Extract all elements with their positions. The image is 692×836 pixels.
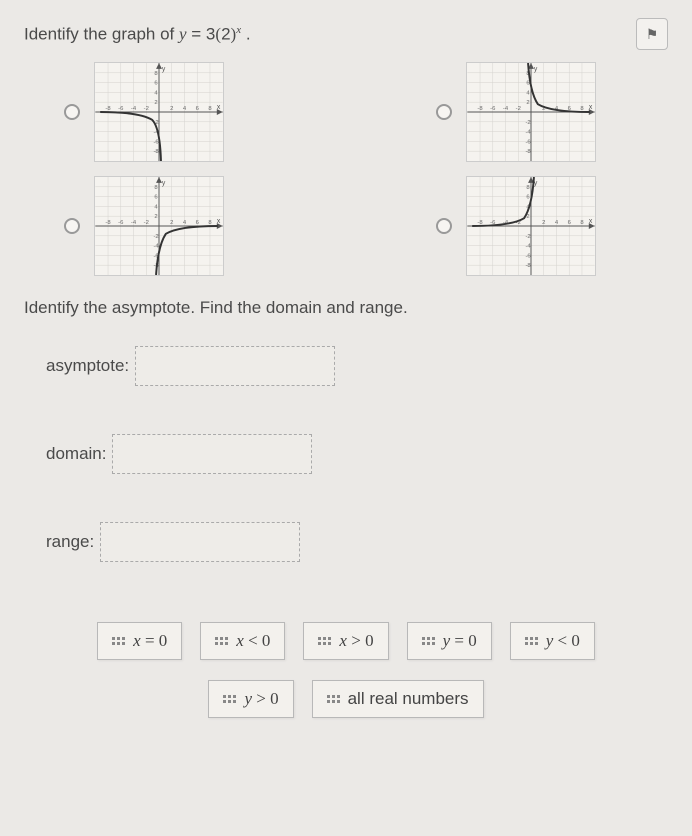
svg-text:-2: -2 (525, 234, 530, 240)
svg-text:-6: -6 (525, 253, 531, 259)
graph-option-b-radio[interactable] (436, 104, 452, 120)
svg-text:-8: -8 (153, 149, 159, 155)
graph-option-d-radio[interactable] (436, 218, 452, 234)
graph-option-d[interactable]: y x -8-6-4-2 2468 8642 -2-4-6-8 (466, 176, 596, 276)
domain-label: domain: (46, 444, 106, 464)
svg-text:2: 2 (170, 220, 173, 226)
tile-y-gt-0[interactable]: y > 0 (208, 680, 293, 718)
tile-y-eq-0[interactable]: y = 0 (407, 622, 492, 660)
svg-text:-8: -8 (525, 149, 531, 155)
svg-text:-8: -8 (105, 220, 111, 226)
svg-text:2: 2 (170, 106, 173, 112)
svg-text:-8: -8 (525, 263, 531, 269)
svg-text:-2: -2 (153, 234, 158, 240)
svg-text:-6: -6 (118, 220, 124, 226)
flag-icon: ⚑ (646, 26, 659, 43)
graph-option-c-radio[interactable] (64, 218, 80, 234)
svg-text:-4: -4 (503, 106, 509, 112)
grip-icon (422, 637, 435, 645)
grip-icon (318, 637, 331, 645)
tile-y-lt-0[interactable]: y < 0 (510, 622, 595, 660)
svg-text:-6: -6 (118, 106, 124, 112)
asymptote-label: asymptote: (46, 356, 129, 376)
svg-text:x: x (217, 218, 221, 225)
grip-icon (112, 637, 125, 645)
svg-text:-4: -4 (525, 244, 531, 250)
svg-text:y: y (162, 66, 166, 73)
grip-icon (223, 695, 236, 703)
svg-text:2: 2 (154, 214, 157, 220)
domain-drop-zone[interactable] (112, 434, 312, 474)
range-drop-zone[interactable] (100, 522, 300, 562)
svg-text:-2: -2 (144, 106, 149, 112)
svg-text:-2: -2 (144, 220, 149, 226)
svg-text:-2: -2 (525, 120, 530, 126)
graph-option-c[interactable]: y x -8-6-4-2 2468 8642 -2-4-6-8 (94, 176, 224, 276)
question-text: Identify the graph of y = 3(2)x . (24, 24, 251, 45)
tile-x-gt-0[interactable]: x > 0 (303, 622, 388, 660)
tile-all-real-numbers[interactable]: all real numbers (312, 680, 484, 718)
svg-text:2: 2 (154, 100, 157, 106)
grip-icon (215, 637, 228, 645)
svg-text:2: 2 (542, 220, 545, 226)
svg-text:-4: -4 (131, 220, 137, 226)
flag-button[interactable]: ⚑ (636, 18, 668, 50)
tile-x-lt-0[interactable]: x < 0 (200, 622, 285, 660)
svg-text:-6: -6 (525, 139, 531, 145)
svg-text:-4: -4 (153, 244, 159, 250)
question-2-text: Identify the asymptote. Find the domain … (24, 298, 668, 318)
answer-tiles-area: x = 0 x < 0 x > 0 y = 0 y < 0 y > 0 all … (24, 610, 668, 718)
svg-text:-6: -6 (490, 106, 496, 112)
tile-x-eq-0[interactable]: x = 0 (97, 622, 182, 660)
graph-option-a-radio[interactable] (64, 104, 80, 120)
graph-option-b[interactable]: y x -8-6-4-2 2468 8642 -2-4-6-8 (466, 62, 596, 162)
asymptote-drop-zone[interactable] (135, 346, 335, 386)
svg-text:y: y (162, 180, 166, 187)
svg-text:-4: -4 (525, 130, 531, 136)
svg-text:-8: -8 (477, 106, 483, 112)
svg-text:2: 2 (526, 100, 529, 106)
svg-text:x: x (589, 218, 593, 225)
graph-option-a[interactable]: y x -8-6-4-2 2468 8642 -2-4-6-8 (94, 62, 224, 162)
svg-text:x: x (217, 104, 221, 111)
range-label: range: (46, 532, 94, 552)
grip-icon (525, 637, 538, 645)
svg-text:-4: -4 (131, 106, 137, 112)
grip-icon (327, 695, 340, 703)
svg-text:-2: -2 (516, 106, 521, 112)
svg-text:x: x (589, 104, 593, 111)
svg-text:y: y (534, 66, 538, 73)
